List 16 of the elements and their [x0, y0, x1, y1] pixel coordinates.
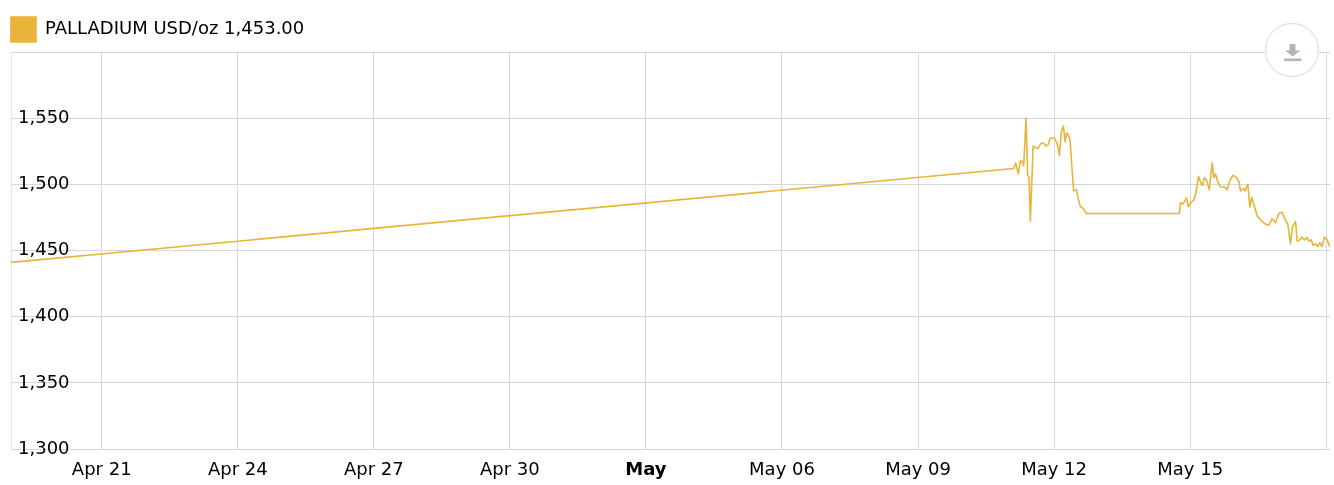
- x-tick-label: May 15: [1157, 458, 1224, 480]
- x-tick-label: May: [625, 458, 667, 480]
- y-tick-label: 1,450: [18, 238, 70, 260]
- x-tick-label: May 12: [1021, 458, 1088, 480]
- y-tick-label: 1,550: [18, 105, 70, 127]
- x-tick-label: Apr 27: [343, 458, 404, 480]
- x-tick-label: Apr 24: [207, 458, 268, 480]
- y-tick-label: 1,500: [18, 172, 70, 194]
- x-tick-label: Apr 21: [71, 458, 132, 480]
- y-tick-label: 1,400: [18, 304, 70, 326]
- x-tick-label: May 09: [885, 458, 951, 480]
- y-tick-label: 1,350: [18, 370, 70, 392]
- x-tick-label: May 06: [749, 458, 815, 480]
- x-tick-label: Apr 30: [479, 458, 540, 480]
- legend-label: PALLADIUM USD/oz 1,453.00: [45, 17, 305, 39]
- y-tick-label: 1,300: [18, 436, 70, 458]
